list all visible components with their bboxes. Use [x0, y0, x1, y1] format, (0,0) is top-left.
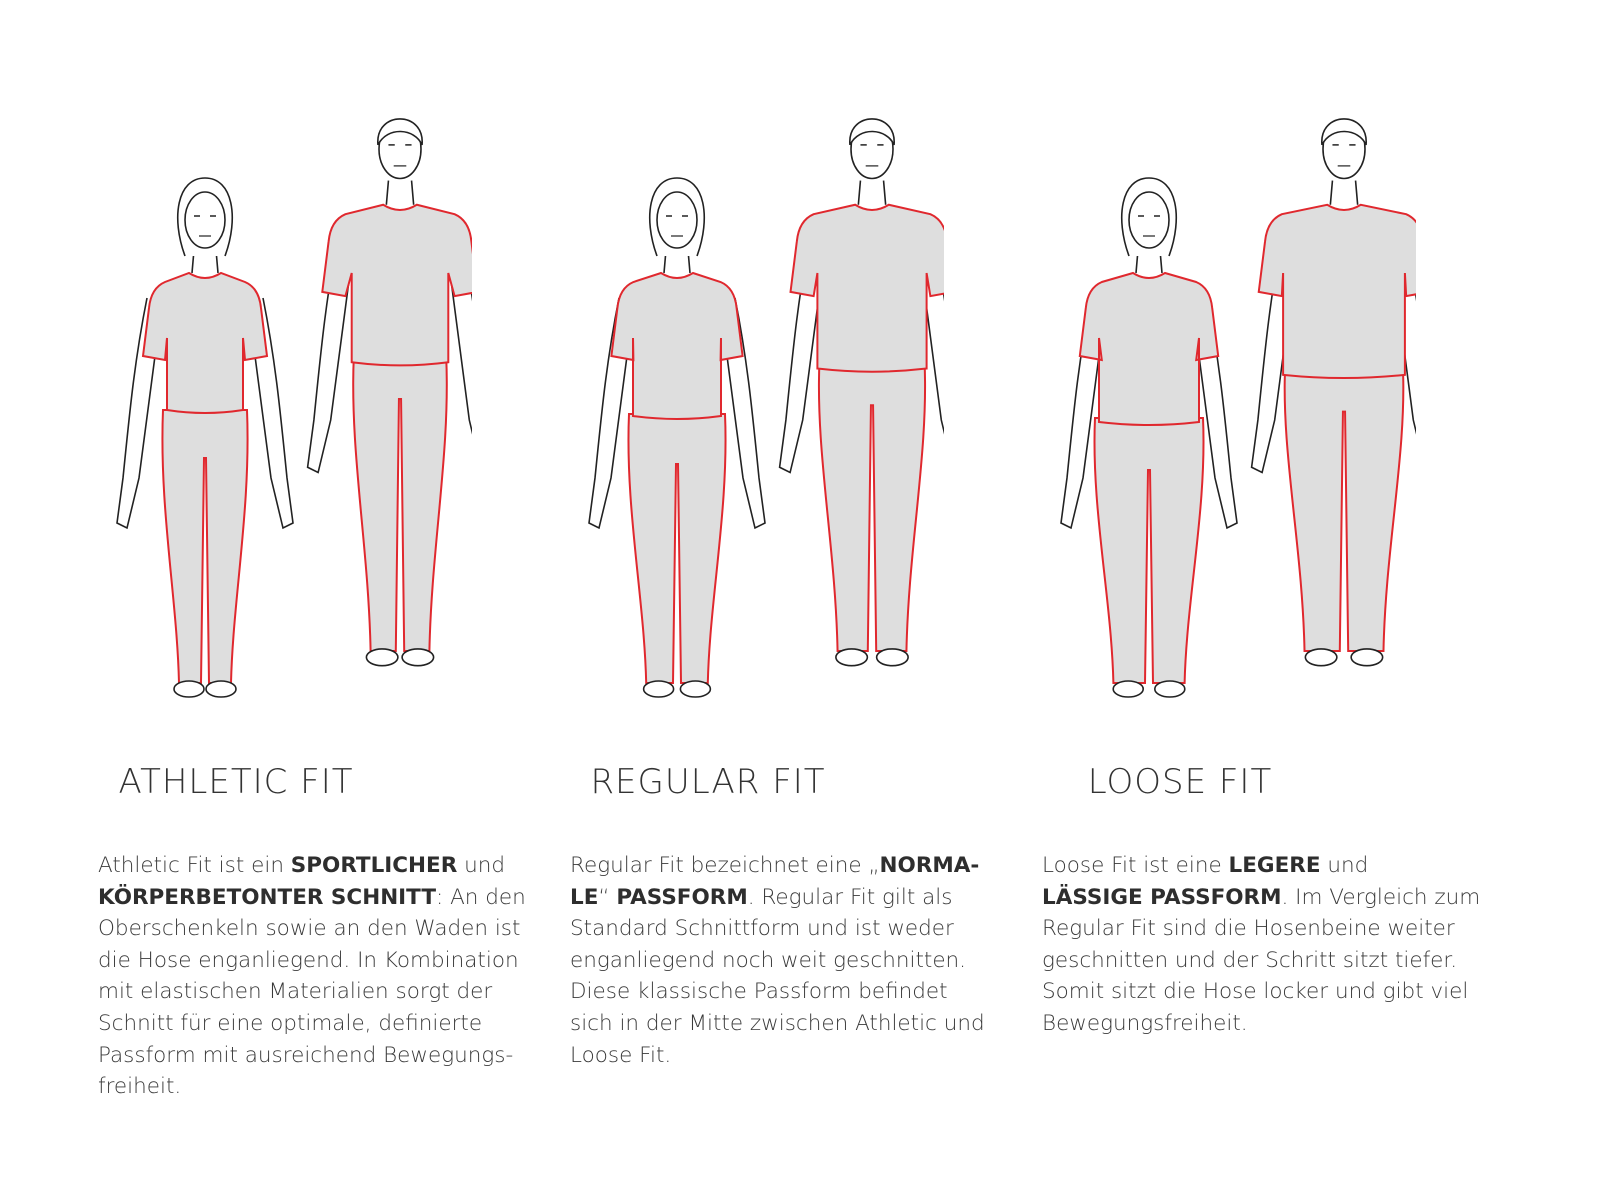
fit-description: Loose Fit ist eine LEGERE und LÄSSIGE PAS…: [1042, 850, 1502, 1040]
hair: [849, 118, 895, 146]
body-text: Regular Fit bezeichnet eine „: [570, 853, 880, 878]
body-text: “: [598, 884, 617, 910]
description-line: Athletic Fit ist ein SPORTLICHER und: [98, 850, 558, 882]
emphasis-text: PASSFORM: [616, 884, 748, 910]
body-text: Athletic Fit ist ein: [98, 853, 291, 878]
description-line: Diese klassische Passform befindet: [570, 976, 1030, 1008]
description-line: Oberschenkeln sowie an den Waden ist: [98, 913, 558, 945]
foot: [1112, 680, 1144, 698]
body-text: . Im Vergleich zum: [1281, 884, 1481, 910]
body-text: Schnitt für eine optimale, definierte: [98, 1010, 483, 1036]
body-text: Loose Fit.: [570, 1042, 672, 1068]
description-line: Regular Fit sind die Hosenbeine weiter: [1042, 913, 1502, 945]
description-line: KÖRPERBETONTER SCHNITT: An den: [98, 882, 558, 914]
pants: [1283, 364, 1405, 652]
description-line: Somit sitzt die Hose locker und gibt vie…: [1042, 976, 1502, 1008]
regular-fit-column: REGULAR FIT Regular Fit bezeichnet eine …: [472, 0, 985, 1200]
pants: [1093, 417, 1205, 684]
emphasis-text: LEGERE: [1228, 853, 1321, 878]
body-text: Regular Fit sind die Hosenbeine weiter: [1042, 916, 1455, 942]
athletic-fit-figures: [116, 118, 472, 698]
description-line: mit elastischen Materialien sorgt der: [98, 976, 558, 1008]
description-line: die Hose enganliegend. In Kombination: [98, 945, 558, 977]
loose-fit-column: LOOSE FIT Loose Fit ist eine LEGERE und L…: [944, 0, 1480, 1200]
body-text: und: [457, 853, 506, 878]
foot: [365, 648, 399, 667]
description-line: Standard Schnittform und ist weder: [570, 913, 1030, 945]
pants: [352, 356, 448, 652]
body-text: : An den: [436, 884, 526, 910]
regular-fit-figures: [588, 118, 944, 698]
hair: [1321, 118, 1367, 146]
head: [656, 191, 698, 249]
head: [1128, 191, 1170, 249]
emphasis-text: KÖRPERBETONTER SCHNITT: [98, 884, 437, 910]
description-line: Passform mit ausreichend Bewegungs-: [98, 1040, 558, 1072]
description-line: Loose Fit ist eine LEGERE und: [1042, 850, 1502, 882]
body-text: Somit sitzt die Hose locker und gibt vie…: [1042, 979, 1469, 1005]
body-text: Standard Schnittform und ist weder: [570, 916, 954, 942]
foot: [205, 680, 237, 698]
body-text: Diese klassische Passform befindet: [570, 979, 948, 1005]
pants: [817, 360, 927, 652]
body-text: Loose Fit ist eine: [1042, 853, 1229, 878]
description-line: Bewegungsfreiheit.: [1042, 1008, 1502, 1040]
fit-description: Regular Fit bezeichnet eine „NORMA- LE“ P…: [570, 850, 1030, 1071]
body-text: und: [1320, 853, 1369, 878]
body-text: sich in der Mitte zwischen Athletic und: [570, 1010, 985, 1036]
description-line: sich in der Mitte zwischen Athletic und: [570, 1008, 1030, 1040]
foot: [173, 680, 205, 698]
fit-title: REGULAR FIT: [590, 762, 826, 802]
emphasis-text: LÄSSIGE PASSFORM: [1042, 884, 1282, 910]
body-text: Bewegungsfreiheit.: [1042, 1010, 1248, 1036]
body-text: Oberschenkeln sowie an den Waden ist: [98, 916, 521, 942]
neck: [857, 180, 887, 205]
description-line: Schnitt für eine optimale, definierte: [98, 1008, 558, 1040]
shirt: [321, 203, 472, 367]
loose-fit-figures: [1060, 118, 1416, 698]
description-line: enganliegend noch weit geschnitten.: [570, 945, 1030, 977]
pants: [161, 409, 249, 684]
emphasis-text: NORMA-: [879, 853, 980, 878]
foot: [401, 648, 435, 667]
emphasis-text: SPORTLICHER: [290, 853, 458, 878]
body-text: die Hose enganliegend. In Kombination: [98, 947, 519, 973]
description-line: geschnitten und der Schritt sitzt tiefer…: [1042, 945, 1502, 977]
description-line: Loose Fit.: [570, 1040, 1030, 1072]
body-text: mit elastischen Materialien sorgt der: [98, 979, 493, 1005]
shirt: [610, 271, 744, 420]
foot: [1304, 648, 1338, 667]
body-text: geschnitten und der Schritt sitzt tiefer…: [1042, 947, 1458, 973]
shirt: [1257, 203, 1416, 379]
head: [184, 191, 226, 249]
fit-title: ATHLETIC FIT: [118, 762, 354, 802]
foot: [679, 680, 712, 698]
hair: [377, 118, 423, 146]
neck: [1329, 180, 1359, 205]
pants: [627, 413, 727, 684]
neck: [385, 180, 415, 205]
foot: [1154, 680, 1186, 698]
emphasis-text: LE: [570, 884, 599, 910]
description-line: LÄSSIGE PASSFORM. Im Vergleich zum: [1042, 882, 1502, 914]
description-line: Regular Fit bezeichnet eine „NORMA-: [570, 850, 1030, 882]
body-text: enganliegend noch weit geschnitten.: [570, 947, 967, 973]
body-text: . Regular Fit gilt als: [747, 884, 953, 910]
foot: [642, 680, 675, 698]
shirt: [141, 271, 269, 414]
description-line: LE“ PASSFORM. Regular Fit gilt als: [570, 882, 1030, 914]
description-line: freiheit.: [98, 1071, 558, 1103]
foot: [875, 648, 909, 667]
shirt: [789, 203, 944, 373]
fit-description: Athletic Fit ist ein SPORTLICHER und KÖRP…: [98, 850, 558, 1103]
athletic-fit-column: ATHLETIC FIT Athletic Fit ist ein SPORTL…: [0, 0, 526, 1200]
fit-title: LOOSE FIT: [1087, 762, 1273, 802]
body-text: freiheit.: [98, 1074, 182, 1100]
body-text: Passform mit ausreichend Bewegungs-: [98, 1042, 514, 1068]
foot: [1350, 648, 1384, 667]
shirt: [1078, 271, 1220, 426]
foot: [835, 648, 869, 667]
